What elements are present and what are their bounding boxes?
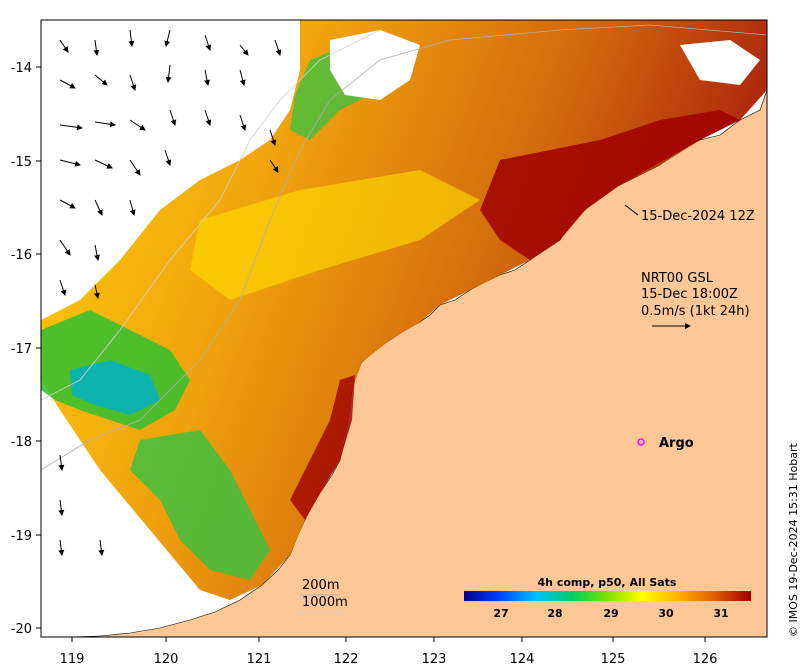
y-axis-ticks	[36, 66, 41, 629]
colorbar-tick-30: 30	[658, 607, 674, 620]
y-tick-16: -16	[11, 248, 32, 263]
x-tick-119: 119	[60, 652, 85, 667]
current-source-label: NRT00 GSL	[641, 271, 714, 286]
yellow-band	[190, 170, 480, 300]
x-tick-126: 126	[693, 652, 718, 667]
colorbar-title: 4h comp, p50, All Sats	[538, 576, 677, 589]
y-tick-19: -19	[11, 529, 32, 544]
y-tick-20: -20	[11, 622, 32, 637]
cloud-gap-2	[680, 40, 760, 85]
current-vectors	[58, 29, 282, 556]
y-tick-18: -18	[11, 435, 32, 450]
credit-text: © IMOS 19-Dec-2024 15:31 Hobart	[787, 442, 800, 637]
contour-1000-label: 1000m	[302, 595, 348, 610]
colorbar-tick-29: 29	[603, 607, 618, 620]
colorbar	[464, 591, 751, 601]
x-tick-124: 124	[510, 652, 535, 667]
image-time-label: 15-Dec-2024 12Z	[641, 209, 755, 224]
plot-frame	[40, 19, 768, 638]
y-tick-17: -17	[11, 342, 32, 357]
x-tick-125: 125	[601, 652, 626, 667]
time-label-pointer	[624, 204, 639, 216]
current-time-label: 15-Dec 18:00Z	[641, 287, 738, 302]
colorbar-tick-27: 27	[493, 607, 508, 620]
y-tick-14: -14	[11, 61, 32, 76]
argo-label: Argo	[659, 436, 694, 451]
hot-coastal-strip	[290, 375, 355, 520]
hot-band-east	[480, 110, 740, 260]
x-tick-121: 121	[247, 652, 272, 667]
colorbar-tick-28: 28	[547, 607, 562, 620]
x-axis-ticks	[71, 637, 706, 642]
x-tick-120: 120	[154, 652, 179, 667]
argo-marker	[637, 438, 645, 446]
y-tick-15: -15	[11, 155, 32, 170]
x-tick-122: 122	[334, 652, 359, 667]
cool-patch-blue	[70, 360, 160, 415]
contour-200-label: 200m	[302, 578, 339, 593]
x-tick-123: 123	[422, 652, 447, 667]
current-scale-label: 0.5m/s (1kt 24h)	[641, 304, 750, 319]
cool-patch-south	[130, 430, 270, 580]
contour-200m-line	[41, 24, 767, 471]
contour-1000m-line	[41, 29, 381, 401]
colorbar-tick-31: 31	[713, 607, 728, 620]
